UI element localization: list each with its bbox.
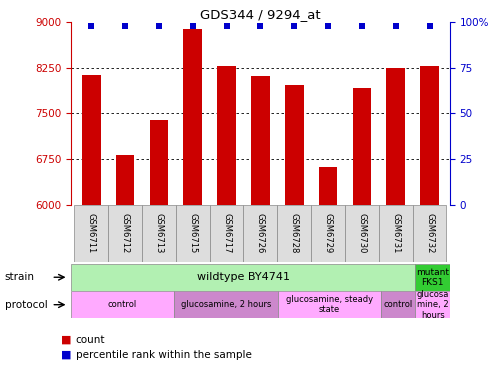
Bar — [74, 205, 108, 262]
Bar — [386, 68, 404, 205]
Text: GSM6712: GSM6712 — [121, 213, 129, 254]
Bar — [344, 205, 378, 262]
Bar — [378, 205, 412, 262]
Bar — [419, 66, 438, 205]
Bar — [380, 291, 415, 318]
Bar — [412, 205, 446, 262]
Text: ■: ■ — [61, 335, 71, 345]
Bar — [415, 264, 449, 291]
Bar — [217, 66, 235, 205]
Text: percentile rank within the sample: percentile rank within the sample — [76, 350, 251, 360]
Text: ■: ■ — [61, 350, 71, 360]
Text: control: control — [108, 300, 137, 309]
Bar — [108, 205, 142, 262]
Text: GSM6711: GSM6711 — [86, 213, 96, 254]
Bar — [209, 205, 243, 262]
Bar — [277, 291, 380, 318]
Bar — [352, 89, 370, 205]
Bar — [174, 291, 277, 318]
Text: GSM6715: GSM6715 — [188, 213, 197, 254]
Text: GSM6729: GSM6729 — [323, 213, 332, 254]
Bar — [415, 291, 449, 318]
Text: control: control — [383, 300, 412, 309]
Text: GSM6717: GSM6717 — [222, 213, 231, 254]
Text: GSM6728: GSM6728 — [289, 213, 298, 254]
Text: count: count — [76, 335, 105, 345]
Bar — [318, 167, 337, 205]
Bar — [285, 85, 303, 205]
Bar — [310, 205, 344, 262]
Text: protocol: protocol — [5, 300, 47, 310]
Text: GSM6730: GSM6730 — [357, 213, 366, 254]
Bar — [183, 29, 202, 205]
Bar — [142, 205, 176, 262]
Text: glucosamine, 2 hours: glucosamine, 2 hours — [181, 300, 270, 309]
Text: GSM6726: GSM6726 — [255, 213, 264, 254]
Text: wildtype BY4741: wildtype BY4741 — [196, 272, 289, 282]
Bar — [277, 205, 310, 262]
Bar — [176, 205, 209, 262]
Bar — [250, 76, 269, 205]
Text: GSM6731: GSM6731 — [390, 213, 399, 254]
Bar — [116, 155, 134, 205]
Title: GDS344 / 9294_at: GDS344 / 9294_at — [200, 8, 320, 21]
Text: glucosa
mine, 2
hours: glucosa mine, 2 hours — [416, 290, 448, 320]
Text: GSM6732: GSM6732 — [424, 213, 433, 254]
Text: glucosamine, steady
state: glucosamine, steady state — [285, 295, 372, 314]
Bar — [149, 120, 168, 205]
Bar — [243, 205, 277, 262]
Text: GSM6713: GSM6713 — [154, 213, 163, 254]
Text: strain: strain — [5, 272, 35, 282]
Text: mutant
FKS1: mutant FKS1 — [415, 268, 448, 287]
Bar — [81, 75, 101, 205]
Bar — [71, 291, 174, 318]
